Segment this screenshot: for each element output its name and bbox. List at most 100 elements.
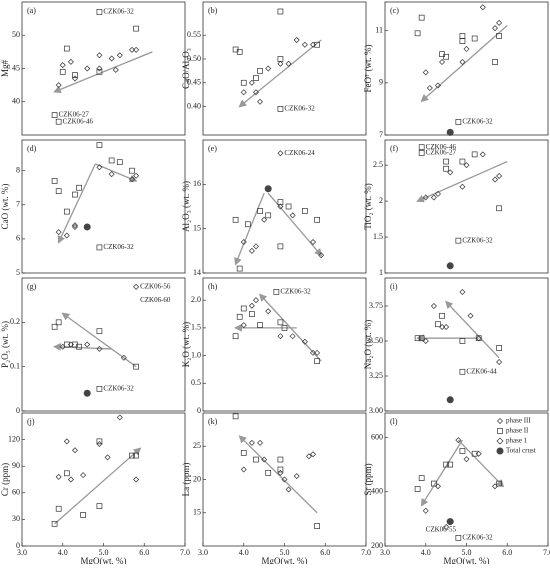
point	[265, 308, 272, 315]
y-tick-label: 0.2	[10, 317, 20, 326]
point	[446, 518, 454, 526]
y-tick-label: 8	[16, 166, 20, 175]
x-axis-label: MgO(wt. %)	[262, 556, 308, 564]
point	[459, 33, 466, 39]
y-tick-label: 45	[12, 63, 20, 72]
trend-arrow	[234, 192, 265, 266]
point	[293, 473, 300, 480]
annotation: CZK06-46	[63, 117, 94, 125]
point	[431, 480, 437, 487]
y-tick-label: 0.40	[187, 101, 201, 110]
point	[439, 58, 446, 65]
y-tick-label: 16	[193, 179, 201, 188]
plot-frame	[21, 277, 186, 412]
point	[277, 56, 284, 62]
y-tick-label: 0	[197, 406, 201, 415]
point	[51, 323, 58, 330]
point	[418, 335, 425, 342]
annotation: CZK06-56	[140, 282, 171, 290]
point	[455, 437, 462, 444]
point	[240, 450, 247, 456]
trend-arrow	[445, 300, 500, 359]
panel-label: (l)	[390, 417, 398, 426]
plot-frame	[384, 277, 549, 412]
y-tick-label: 11	[375, 26, 383, 35]
point	[277, 466, 284, 473]
point	[443, 324, 450, 330]
point	[129, 167, 135, 174]
point	[80, 472, 87, 479]
point	[264, 185, 272, 193]
point	[120, 354, 127, 361]
point	[63, 438, 70, 445]
point	[261, 456, 268, 463]
y-axis-label: Cr (ppm)	[0, 463, 10, 496]
point	[467, 312, 474, 319]
point	[51, 112, 58, 118]
point	[443, 53, 449, 60]
point	[83, 223, 91, 231]
panel-label: (d)	[27, 144, 37, 153]
point	[301, 338, 308, 345]
panel-label: (k)	[208, 417, 218, 426]
y-tick-label: 20	[193, 474, 201, 483]
legend-marker	[496, 437, 504, 445]
y-tick-label: 15	[193, 508, 201, 517]
x-tick-label: 6.0	[502, 548, 512, 557]
point	[471, 35, 478, 42]
point	[463, 456, 470, 463]
point	[459, 448, 466, 454]
point	[108, 171, 115, 178]
panel-label: (j)	[27, 417, 35, 426]
point	[434, 483, 441, 490]
y-axis-label: Mg#	[0, 60, 10, 78]
x-tick-label: 3.0	[198, 548, 208, 557]
y-axis-label: Sr (ppm)	[363, 463, 373, 495]
legend-label: Total crust	[506, 447, 536, 455]
point	[265, 212, 272, 219]
point	[492, 25, 499, 32]
point	[133, 172, 140, 179]
annotation: CZK06-32	[462, 118, 493, 126]
point	[248, 247, 255, 254]
y-tick-label: 0.55	[187, 30, 201, 39]
y-axis-label: K₂O (wt. %)	[181, 322, 191, 367]
y-tick-label: 25	[193, 441, 201, 450]
y-axis-label: CaO (wt. %)	[0, 184, 10, 230]
point	[257, 439, 264, 446]
point	[116, 52, 123, 59]
point	[446, 262, 454, 270]
point	[261, 216, 268, 223]
y-axis-label: P₂O₅ (wt. %)	[0, 321, 10, 368]
point	[67, 341, 74, 348]
trend-arrow	[95, 163, 138, 183]
point	[422, 69, 429, 76]
point	[71, 447, 78, 454]
point	[63, 45, 70, 52]
trend-arrow	[238, 39, 322, 108]
x-tick-label: 7.0	[361, 548, 371, 557]
point	[277, 243, 284, 250]
point	[418, 475, 425, 481]
point	[96, 385, 103, 392]
point	[443, 461, 449, 468]
point	[422, 194, 429, 201]
panel-label: (e)	[208, 144, 217, 153]
point	[133, 363, 139, 370]
point	[496, 345, 502, 351]
point	[83, 389, 91, 397]
point	[496, 359, 503, 365]
point	[422, 338, 429, 344]
point	[129, 176, 136, 183]
y-tick-label: 90	[12, 461, 20, 470]
point	[116, 159, 123, 166]
y-tick-label: 3.75	[369, 301, 383, 310]
y-tick-label: 2.0	[191, 295, 201, 304]
point	[55, 505, 62, 512]
point	[422, 507, 429, 514]
point	[236, 265, 243, 272]
annotation: CZK06-44	[466, 367, 497, 375]
y-tick-label: 400	[371, 487, 383, 496]
y-tick-label: 1	[379, 268, 383, 277]
trend-arrow	[238, 435, 318, 514]
